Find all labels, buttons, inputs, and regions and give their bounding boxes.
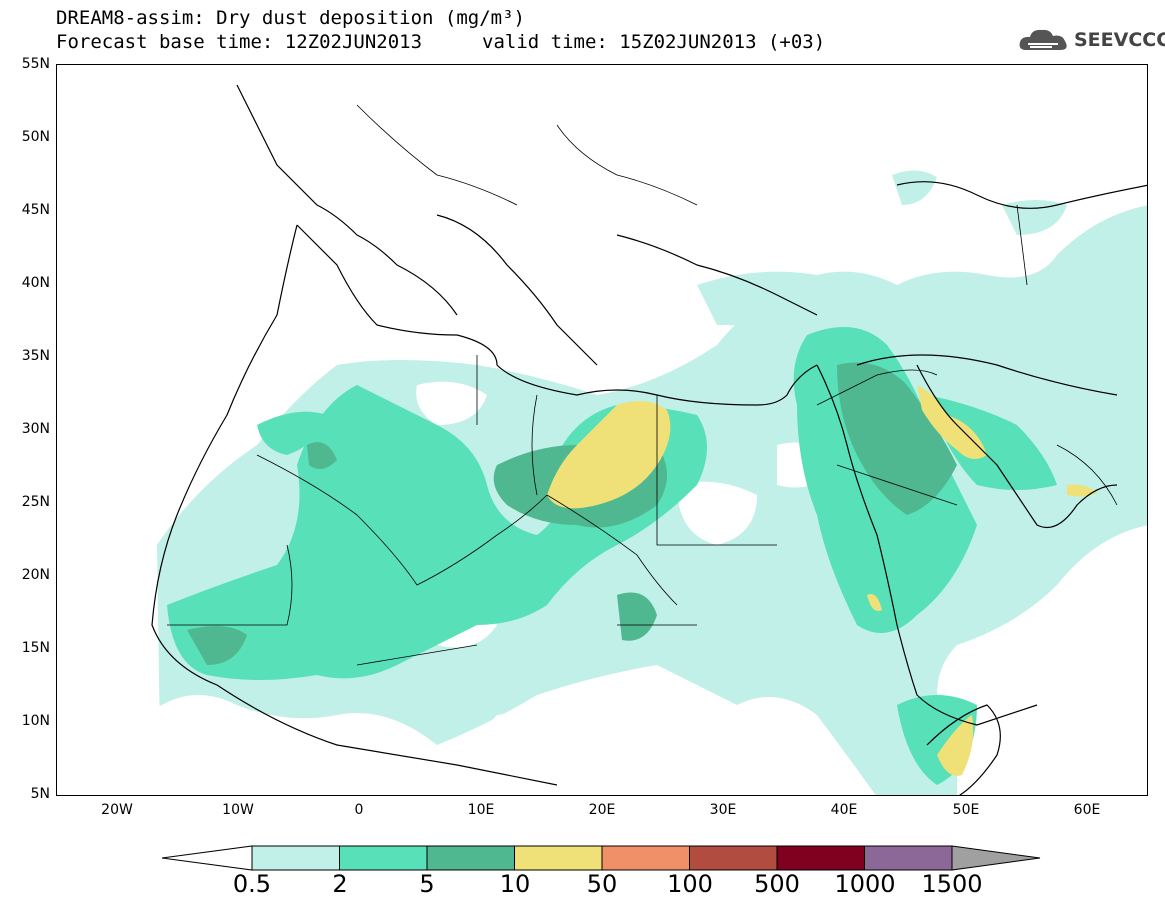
colorbar-label: 10 xyxy=(470,870,560,898)
colorbar-high-arrow xyxy=(952,846,1040,870)
lon-label: 30E xyxy=(698,802,748,818)
lat-label: 20N xyxy=(14,567,50,583)
colorbar xyxy=(162,845,1042,871)
colorbar-label: 1000 xyxy=(820,870,910,898)
lat-label: 15N xyxy=(14,640,50,656)
valid-time: valid time: 15Z02JUN2013 (+03) xyxy=(482,32,825,52)
colorbar-swatch xyxy=(252,846,340,870)
colorbar-low-arrow xyxy=(162,846,252,870)
colorbar-label: 50 xyxy=(557,870,647,898)
lat-label: 55N xyxy=(14,56,50,72)
colorbar-swatch xyxy=(777,846,865,870)
lat-label: 25N xyxy=(14,494,50,510)
colorbar-swatch xyxy=(602,846,690,870)
logo-text: SEEVCCC xyxy=(1074,29,1165,51)
lon-label: 20W xyxy=(92,802,142,818)
lon-label: 10W xyxy=(213,802,263,818)
lat-label: 10N xyxy=(14,713,50,729)
lon-label: 40E xyxy=(819,802,869,818)
colorbar-label: 100 xyxy=(645,870,735,898)
seevccc-logo: SEEVCCC xyxy=(1018,26,1165,54)
colorbar-swatch xyxy=(427,846,515,870)
lat-label: 35N xyxy=(14,348,50,364)
lon-label: 10E xyxy=(456,802,506,818)
colorbar-label: 5 xyxy=(382,870,472,898)
lat-label: 5N xyxy=(14,786,50,802)
lon-label: 60E xyxy=(1062,802,1112,818)
lat-label: 45N xyxy=(14,202,50,218)
colorbar-swatch xyxy=(340,846,428,870)
forecast-base-time: Forecast base time: 12Z02JUN2013 xyxy=(56,32,422,52)
cloud-icon xyxy=(1018,26,1070,54)
lon-label: 50E xyxy=(941,802,991,818)
lon-label: 0 xyxy=(334,802,384,818)
lat-label: 30N xyxy=(14,421,50,437)
dust-map xyxy=(57,65,1148,796)
colorbar-label: 500 xyxy=(732,870,822,898)
lat-label: 50N xyxy=(14,129,50,145)
colorbar-label: 0.5 xyxy=(207,870,297,898)
map-title: DREAM8-assim: Dry dust deposition (mg/m³… xyxy=(56,8,525,28)
colorbar-swatch xyxy=(515,846,603,870)
colorbar-label: 1500 xyxy=(907,870,997,898)
lat-label: 40N xyxy=(14,275,50,291)
lon-label: 20E xyxy=(577,802,627,818)
map-panel[interactable] xyxy=(56,64,1148,796)
colorbar-swatch xyxy=(690,846,778,870)
colorbar-swatch xyxy=(865,846,953,870)
colorbar-label: 2 xyxy=(295,870,385,898)
